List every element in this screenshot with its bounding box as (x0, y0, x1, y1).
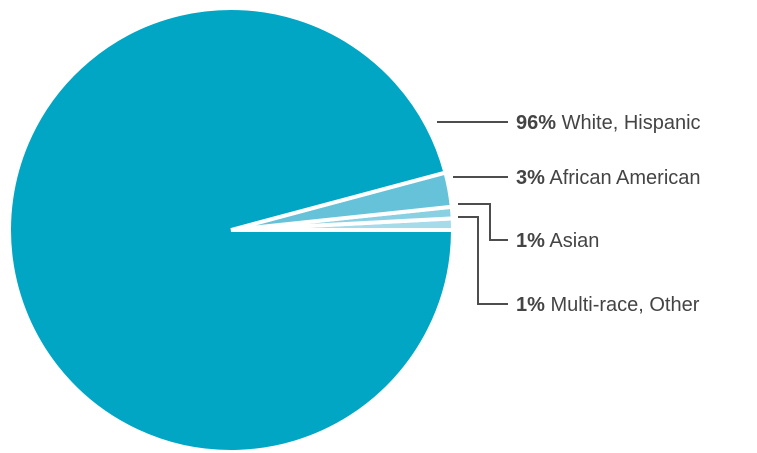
slice-labels: 96% White, Hispanic 3% African American 1%… (516, 112, 701, 316)
slice-percent-multi-race-other: 1% (516, 294, 545, 316)
leader-line-asian (458, 203, 508, 241)
slice-label-multi-race-other: 1% Multi-race, Other (516, 294, 700, 316)
leader-line-multi-race-other (458, 216, 508, 305)
slice-name-white-hispanic: White, Hispanic (556, 112, 701, 134)
slice-percent-white-hispanic: 96% (516, 112, 556, 134)
slice-label-white-hispanic: 96% White, Hispanic (516, 112, 701, 134)
slice-percent-asian: 1% (516, 230, 545, 252)
slice-name-african-american: African American (545, 167, 701, 189)
slice-percent-african-american: 3% (516, 167, 545, 189)
pie-slices (7, 6, 456, 453)
pie-slice-white-hispanic (7, 6, 456, 453)
slice-label-asian: 1% Asian (516, 230, 599, 252)
leader-lines (437, 121, 508, 305)
slice-name-asian: Asian (545, 230, 599, 252)
slice-name-multi-race-other: Multi-race, Other (545, 294, 700, 316)
slice-label-african-american: 3% African American (516, 167, 701, 189)
